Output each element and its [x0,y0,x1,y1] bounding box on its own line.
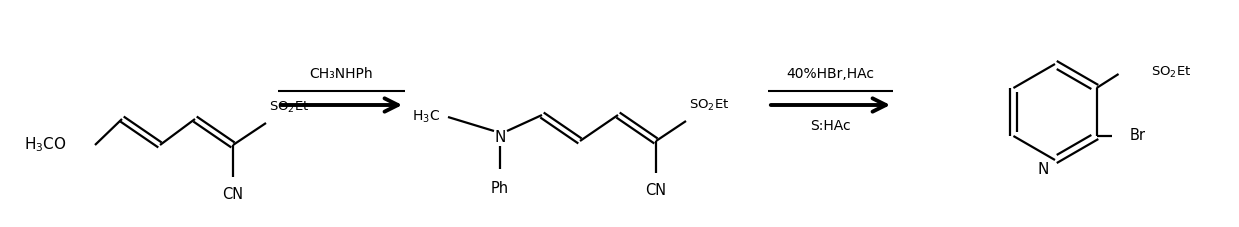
Text: $\mathregular{SO_2}$Et: $\mathregular{SO_2}$Et [269,100,310,115]
Text: N: N [1037,162,1048,177]
Text: N: N [494,129,506,145]
Text: S:HAc: S:HAc [810,119,851,133]
Text: CH₃NHPh: CH₃NHPh [310,67,373,81]
Text: 40%HBr,HAc: 40%HBr,HAc [787,67,875,81]
Text: $\mathregular{SO_2}$Et: $\mathregular{SO_2}$Et [1151,64,1191,79]
Text: CN: CN [646,183,667,198]
Text: Ph: Ph [491,181,509,196]
Text: $\mathregular{H_3C}$: $\mathregular{H_3C}$ [411,109,440,125]
Text: $\mathregular{SO_2}$Et: $\mathregular{SO_2}$Et [689,98,730,113]
Text: $\mathregular{H_3CO}$: $\mathregular{H_3CO}$ [25,136,67,154]
Text: Br: Br [1130,128,1146,143]
Text: CN: CN [223,187,244,202]
